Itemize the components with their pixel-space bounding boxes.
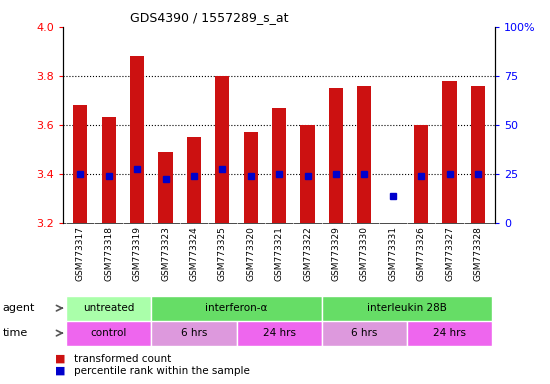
Bar: [414, 125, 428, 223]
Bar: [102, 118, 116, 223]
Bar: [244, 132, 258, 223]
Bar: [66, 321, 151, 346]
Bar: [151, 296, 322, 321]
Text: GSM773319: GSM773319: [133, 227, 141, 281]
Text: 24 hrs: 24 hrs: [433, 328, 466, 338]
Text: ■: ■: [55, 354, 65, 364]
Text: GSM773321: GSM773321: [274, 227, 284, 281]
Text: 6 hrs: 6 hrs: [181, 328, 207, 338]
Text: interferon-α: interferon-α: [205, 303, 268, 313]
Bar: [471, 86, 485, 223]
Bar: [158, 152, 173, 223]
Bar: [215, 76, 229, 223]
Text: ■: ■: [55, 366, 65, 376]
Bar: [66, 296, 151, 321]
Bar: [130, 56, 144, 223]
Text: time: time: [3, 328, 28, 338]
Text: GSM773330: GSM773330: [360, 227, 369, 281]
Text: control: control: [91, 328, 127, 338]
Text: GSM773320: GSM773320: [246, 227, 255, 281]
Bar: [300, 125, 315, 223]
Text: GSM773317: GSM773317: [76, 227, 85, 281]
Text: GSM773329: GSM773329: [332, 227, 340, 281]
Text: percentile rank within the sample: percentile rank within the sample: [74, 366, 250, 376]
Bar: [358, 86, 371, 223]
Bar: [322, 296, 492, 321]
Text: GSM773328: GSM773328: [474, 227, 482, 281]
Text: GSM773327: GSM773327: [445, 227, 454, 281]
Text: GSM773323: GSM773323: [161, 227, 170, 281]
Text: GSM773325: GSM773325: [218, 227, 227, 281]
Text: transformed count: transformed count: [74, 354, 172, 364]
Text: agent: agent: [3, 303, 35, 313]
Bar: [73, 105, 87, 223]
Bar: [236, 321, 322, 346]
Text: 24 hrs: 24 hrs: [263, 328, 296, 338]
Bar: [322, 321, 407, 346]
Text: 6 hrs: 6 hrs: [351, 328, 377, 338]
Text: GSM773318: GSM773318: [104, 227, 113, 281]
Text: GDS4390 / 1557289_s_at: GDS4390 / 1557289_s_at: [130, 12, 288, 25]
Bar: [187, 137, 201, 223]
Bar: [442, 81, 456, 223]
Bar: [151, 321, 236, 346]
Text: GSM773326: GSM773326: [417, 227, 426, 281]
Text: GSM773331: GSM773331: [388, 227, 397, 281]
Text: GSM773322: GSM773322: [303, 227, 312, 281]
Text: untreated: untreated: [83, 303, 134, 313]
Text: GSM773324: GSM773324: [189, 227, 199, 281]
Text: interleukin 28B: interleukin 28B: [367, 303, 447, 313]
Bar: [329, 88, 343, 223]
Bar: [407, 321, 492, 346]
Bar: [272, 108, 286, 223]
